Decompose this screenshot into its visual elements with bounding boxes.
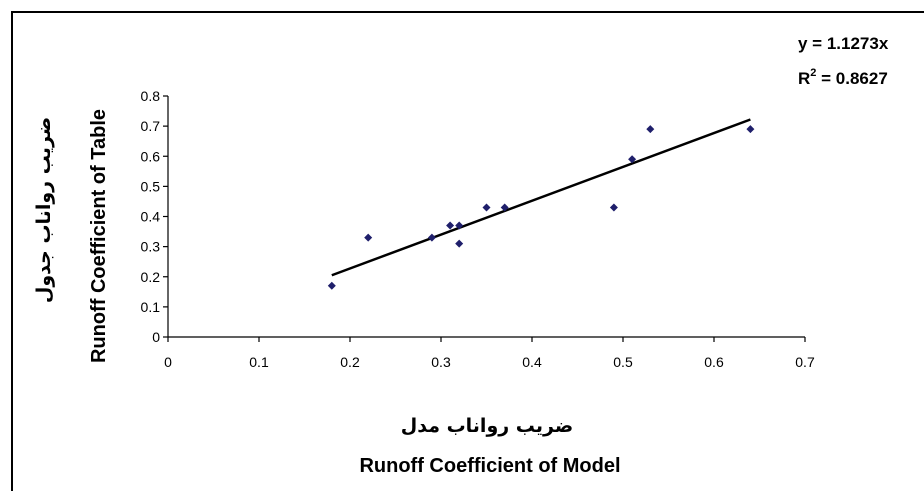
x-tick-label: 0.7 — [795, 354, 815, 370]
data-point — [628, 155, 637, 164]
x-axis-label-persian: ضریب رواناب مدل — [401, 415, 574, 437]
data-point — [482, 203, 491, 212]
data-point — [364, 233, 373, 242]
y-axis-label-persian: ضریب رواناب جدول — [33, 117, 55, 303]
x-tick-labels: 0 0.1 0.2 0.3 0.4 0.5 0.6 0.7 — [164, 354, 815, 370]
data-point — [455, 239, 464, 248]
y-tick-labels: 0 0.1 0.2 0.3 0.4 0.5 0.6 0.7 0.8 — [141, 88, 161, 345]
x-tick-label: 0.2 — [340, 354, 360, 370]
x-tick-label: 0.5 — [613, 354, 633, 370]
x-axis-label: Runoff Coefficient of Model — [359, 455, 620, 477]
y-tick-label: 0.8 — [141, 88, 161, 104]
axes — [163, 95, 806, 342]
y-tick-label: 0.7 — [141, 118, 161, 134]
data-point — [446, 221, 455, 230]
data-points — [327, 125, 755, 290]
y-tick-label: 0.4 — [141, 209, 161, 225]
y-tick-label: 0.6 — [141, 148, 161, 164]
y-tick-label: 0.1 — [141, 299, 161, 315]
y-tick-label: 0.3 — [141, 239, 161, 255]
chart-frame — [11, 11, 924, 491]
data-point — [327, 281, 336, 290]
x-tick-label: 0 — [164, 354, 172, 370]
x-tick-label: 0.1 — [249, 354, 269, 370]
scatter-chart: 00.10.20.30.40.50.60.70.8 0 0.1 0.2 0.3 0.4 0… — [33, 34, 889, 477]
x-tick-label: 0.6 — [704, 354, 724, 370]
data-point — [646, 125, 655, 134]
x-tick-label: 0.4 — [522, 354, 542, 370]
x-tick-label: 0.3 — [431, 354, 451, 370]
data-point — [609, 203, 618, 212]
trendline-equation: y = 1.1273x — [798, 34, 889, 53]
r-squared-label: R2 = 0.8627 — [798, 67, 888, 88]
y-axis-label: Runoff Coefficient of Table — [88, 109, 110, 363]
trendline — [331, 118, 751, 277]
data-point — [500, 203, 509, 212]
data-point — [427, 233, 436, 242]
y-tick-label: 0.5 — [141, 178, 161, 194]
y-tick-label: 0 — [152, 329, 160, 345]
data-point — [746, 125, 755, 134]
data-point — [455, 221, 464, 230]
y-tick-label: 0.2 — [141, 269, 161, 285]
